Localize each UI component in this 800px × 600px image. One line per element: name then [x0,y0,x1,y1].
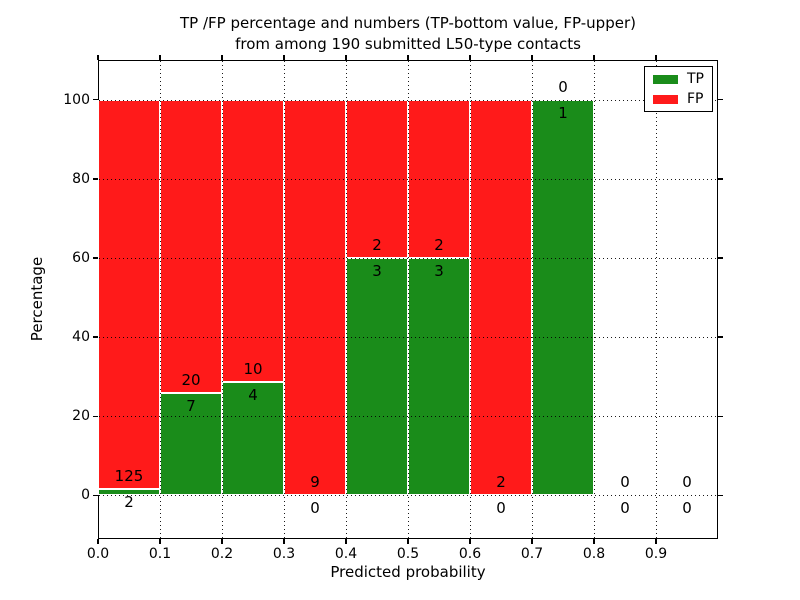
fp-count-label: 2 [434,235,444,254]
fp-count-label: 2 [372,235,382,254]
fp-count-label: 20 [181,370,201,389]
grid-line-vertical [532,61,533,538]
fp-count-label: 9 [310,473,320,492]
x-tick-mark-top [655,55,657,60]
tp-count-label: 3 [372,261,382,280]
y-tick-mark [93,494,98,497]
y-tick-mark-right [718,178,723,180]
grid-line-vertical [160,61,161,538]
x-tick-label: 0.4 [334,546,358,562]
tp-count-label: 0 [496,499,506,518]
legend-swatch-tp [653,74,678,84]
y-tick-mark [93,98,98,101]
x-tick-mark [407,539,409,544]
x-tick-mark [593,539,595,544]
grid-line-vertical [346,61,347,538]
x-tick-label: 0.3 [272,546,296,562]
tp-count-label: 1 [558,103,568,122]
bar-tp-segment [346,257,408,496]
x-tick-label: 0.8 [582,546,606,562]
tp-count-label: 0 [682,499,692,518]
grid-line-vertical [284,61,285,538]
x-axis-label: Predicted probability [330,563,486,581]
x-tick-mark [469,539,471,544]
y-tick-label: 20 [72,408,90,425]
fp-count-label: 0 [558,77,568,96]
y-tick-mark [93,415,98,418]
x-tick-label: 0.7 [520,546,544,562]
x-tick-mark-top [407,55,409,60]
bar-fp-segment [98,99,160,490]
x-tick-mark [221,539,223,544]
x-tick-label: 0.1 [148,546,172,562]
x-tick-label: 0.5 [396,546,420,562]
x-tick-mark [283,539,285,544]
bar-fp-segment [284,99,346,496]
x-tick-label: 0.9 [644,546,668,562]
y-tick-mark [93,178,98,180]
fp-count-label: 10 [243,360,263,379]
legend-row-fp: FP [653,92,704,106]
legend: TP FP [644,66,713,112]
x-tick-mark [159,539,161,544]
chart-title-line2: from among 190 submitted L50-type contac… [235,35,581,53]
x-tick-mark [531,539,533,544]
x-tick-label: 0.0 [86,546,110,562]
grid-line-vertical [656,61,657,538]
y-tick-mark-right [718,98,723,101]
y-tick-label: 80 [72,170,90,187]
fp-count-label: 2 [496,473,506,492]
y-tick-mark-right [718,257,723,259]
tp-count-label: 4 [248,386,258,405]
x-tick-label: 0.2 [210,546,234,562]
x-tick-mark-top [345,55,347,60]
tp-count-label: 3 [434,261,444,280]
y-tick-mark-right [718,494,723,497]
x-tick-mark-top [221,55,223,60]
legend-swatch-fp [653,94,678,104]
grid-line-vertical [594,61,595,538]
chart-title: TP /FP percentage and numbers (TP-bottom… [98,13,718,55]
x-tick-mark-top [593,55,595,60]
x-tick-mark-top [283,55,285,60]
tp-count-label: 2 [124,493,134,512]
x-tick-label: 0.6 [458,546,482,562]
grid-line-vertical [222,61,223,538]
y-tick-mark [93,257,98,259]
grid-line-vertical [470,61,471,538]
bar-tp-segment [222,382,284,496]
x-tick-mark-top [97,55,99,60]
x-tick-mark [655,539,657,544]
y-tick-mark-right [718,415,723,418]
y-tick-label: 40 [72,329,90,346]
bar-fp-segment [470,99,532,496]
x-tick-mark [345,539,347,544]
x-tick-mark-top [159,55,161,60]
chart-title-line1: TP /FP percentage and numbers (TP-bottom… [180,14,636,32]
tp-count-label: 7 [186,396,196,415]
bar-tp-segment [532,99,594,496]
fp-count-label: 125 [114,467,144,486]
x-tick-mark-top [469,55,471,60]
x-tick-mark [97,539,99,544]
y-tick-label: 0 [81,487,90,504]
y-tick-label: 60 [72,249,90,266]
bar-tp-segment [98,489,160,496]
tp-count-label: 0 [310,499,320,518]
grid-line-vertical [408,61,409,538]
bar-tp-segment [408,257,470,496]
fp-count-label: 0 [620,473,630,492]
legend-label-tp: TP [687,71,704,87]
x-tick-mark-top [531,55,533,60]
bar-fp-segment [222,99,284,383]
y-tick-mark-right [718,336,723,338]
bar-fp-segment [160,99,222,393]
fp-count-label: 0 [682,473,692,492]
y-tick-label: 100 [63,91,90,108]
tp-count-label: 0 [620,499,630,518]
legend-row-tp: TP [653,72,704,86]
y-tick-mark [93,336,98,338]
legend-label-fp: FP [687,91,704,107]
